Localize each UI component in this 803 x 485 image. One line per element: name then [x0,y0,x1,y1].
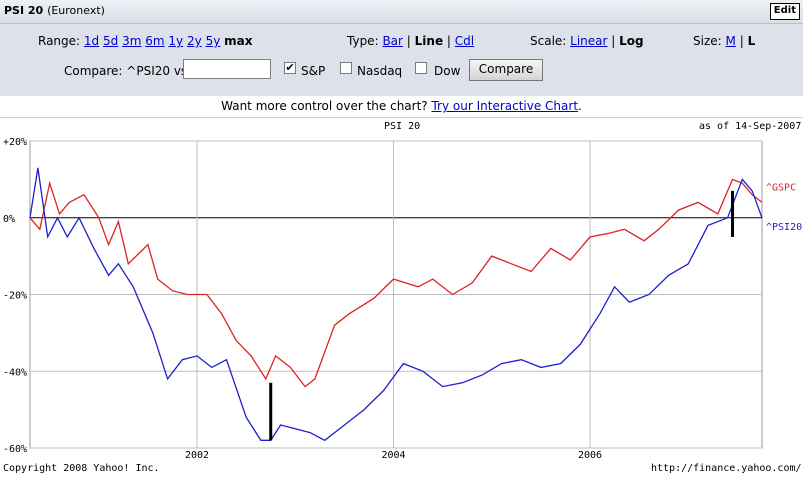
sp-checkbox[interactable]: ✔ [284,62,296,74]
promo-text: Want more control over the chart? [221,99,428,113]
scale-option-1: Log [619,34,644,48]
chart-controls: Range: 1d 5d 3m 6m 1y 2y 5y max Type: Ba… [0,24,803,96]
window-title: PSI 20 (Euronext) [4,4,105,17]
series-line-psi20 [29,167,763,442]
size-label: Size: [693,34,722,48]
size-option-0[interactable]: M [725,34,736,48]
range-option-1[interactable]: 5d [103,34,119,48]
y-tick-label: -20% [3,291,27,302]
range-option-4[interactable]: 1y [168,34,184,48]
promo-end: . [578,99,582,113]
range-selector: Range: 1d 5d 3m 6m 1y 2y 5y max [38,34,252,48]
separator: | [735,34,744,48]
x-tick-label: 2002 [185,450,209,461]
y-tick-label: +20% [3,137,27,148]
type-label: Type: [347,34,379,48]
separator: | [443,34,451,48]
range-option-3[interactable]: 6m [145,34,165,48]
range-option-0[interactable]: 1d [83,34,100,48]
range-label: Range: [38,34,81,48]
source-url[interactable]: http://finance.yahoo.com/ [651,463,802,474]
compare-label: Compare: ^PSI20 vs [64,64,188,78]
separator: | [607,34,616,48]
type-option-1: Line [414,34,444,48]
dow-checkbox[interactable] [415,62,427,74]
as-of-date: as of 14-Sep-2007 [699,121,802,132]
window-subtitle: (Euronext) [47,4,105,17]
series-label: ^GSPC [766,182,796,193]
y-tick-label: -60% [3,444,27,455]
title-bar: PSI 20 (Euronext) Edit [0,0,803,24]
range-option-7: max [224,34,253,48]
size-selector: Size: M | L [693,34,755,48]
y-tick-label: 0% [3,214,15,225]
type-option-0[interactable]: Bar [382,34,403,48]
x-tick-label: 2006 [578,450,602,461]
divider [0,117,803,118]
range-option-6[interactable]: 5y [205,34,221,48]
scale-selector: Scale: Linear | Log [530,34,644,48]
series-line-gspc [29,178,763,388]
chart-title: PSI 20 [384,121,421,132]
compare-button[interactable]: Compare [469,59,543,81]
compare-input[interactable] [183,59,271,79]
range-option-5[interactable]: 2y [186,34,202,48]
scale-option-0[interactable]: Linear [570,34,608,48]
copyright: Copyright 2008 Yahoo! Inc. [3,463,160,474]
size-option-1: L [747,34,756,48]
series-label: ^PSI20 [766,222,802,233]
range-option-2[interactable]: 3m [122,34,142,48]
interactive-chart-link[interactable]: Try our Interactive Chart [431,99,579,113]
type-option-2[interactable]: Cdl [454,34,475,48]
type-selector: Type: Bar | Line | Cdl [347,34,474,48]
separator: | [402,34,411,48]
window-title-text: PSI 20 [4,4,44,17]
edit-button[interactable]: Edit [769,3,800,20]
checkmark-icon: ✔ [285,61,295,74]
scale-label: Scale: [530,34,567,48]
promo-line: Want more control over the chart? Try ou… [0,96,803,116]
nasdaq-checkbox[interactable] [340,62,352,74]
x-tick-label: 2004 [381,450,405,461]
nasdaq-label: Nasdaq [357,64,403,78]
y-tick-label: -40% [3,367,27,378]
sp-label: S&P [301,64,326,78]
dow-label: Dow [434,64,461,78]
